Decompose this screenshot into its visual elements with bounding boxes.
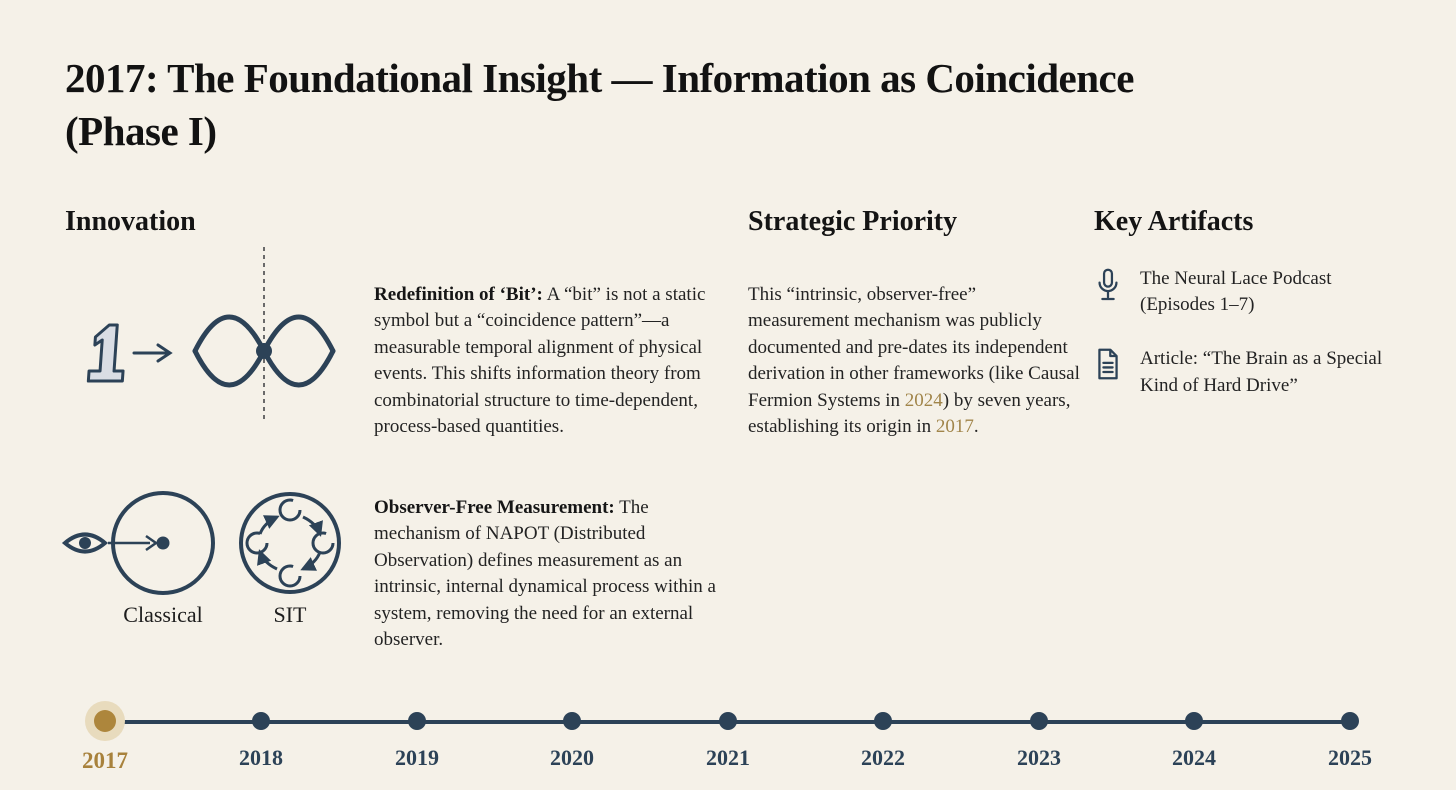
strategic-priority-heading: Strategic Priority bbox=[748, 206, 958, 237]
timeline-label-2019: 2019 bbox=[395, 745, 439, 770]
timeline-label-2018: 2018 bbox=[239, 745, 283, 770]
timeline-label-2024: 2024 bbox=[1172, 745, 1216, 770]
numeral-one-icon bbox=[86, 323, 125, 383]
timeline-year-2023[interactable]: 2023 bbox=[1017, 712, 1061, 771]
classical-label: Classical bbox=[123, 602, 202, 627]
timeline-dot-2019 bbox=[408, 712, 426, 730]
timeline-label-2021: 2021 bbox=[706, 745, 750, 770]
timeline-dot-2025 bbox=[1341, 712, 1359, 730]
microphone-icon bbox=[1094, 268, 1122, 309]
page-title: 2017: The Foundational Insight — Informa… bbox=[65, 55, 1134, 155]
observer-free-measurement-text: Observer-Free Measurement: The mechanism… bbox=[374, 495, 730, 653]
timeline-year-2022[interactable]: 2022 bbox=[861, 712, 905, 771]
key-artifacts-heading: Key Artifacts bbox=[1094, 206, 1254, 237]
redefinition-of-bit-text: Redefinition of ‘Bit’: A “bit” is not a … bbox=[374, 282, 730, 440]
artifact-article-label: Article: “The Brain as a Special Kind of… bbox=[1140, 348, 1383, 396]
timeline-year-2019[interactable]: 2019 bbox=[395, 712, 439, 771]
document-icon bbox=[1094, 348, 1122, 385]
timeline-dot-2022 bbox=[874, 712, 892, 730]
classical-vs-sit-diagram: Classical SIT bbox=[60, 488, 360, 634]
redefinition-of-bit-body: A “bit” is not a static symbol but a “co… bbox=[374, 284, 706, 438]
artifact-podcast-label: The Neural Lace Podcast (Episodes 1–7) bbox=[1140, 268, 1332, 316]
timeline-year-2018[interactable]: 2018 bbox=[239, 712, 283, 771]
year-2024-highlight: 2024 bbox=[904, 389, 943, 411]
timeline-label-2023: 2023 bbox=[1017, 745, 1061, 770]
timeline-year-2017[interactable]: 2017 bbox=[82, 710, 128, 774]
artifact-article: Article: “The Brain as a Special Kind of… bbox=[1094, 346, 1410, 398]
strategic-priority-text: This “intrinsic, observer-free” measurem… bbox=[748, 282, 1080, 440]
eye-icon bbox=[61, 532, 109, 554]
observer-free-measurement-lead: Observer-Free Measurement: bbox=[374, 497, 615, 518]
timeline-dot-2018 bbox=[252, 712, 270, 730]
timeline-dot-2017 bbox=[94, 710, 116, 732]
timeline-year-2020[interactable]: 2020 bbox=[550, 712, 594, 771]
strategic-priority-body-2: ) by seven years, establishing its origi… bbox=[748, 389, 1071, 438]
timeline-year-2024[interactable]: 2024 bbox=[1172, 712, 1216, 771]
key-artifacts-list: The Neural Lace Podcast (Episodes 1–7) A… bbox=[1094, 266, 1410, 427]
one-to-coincidence-pattern-diagram bbox=[60, 243, 350, 425]
innovation-heading: Innovation bbox=[65, 206, 196, 237]
timeline-year-2025[interactable]: 2025 bbox=[1328, 712, 1372, 771]
timeline-label-2020: 2020 bbox=[550, 745, 594, 770]
coincidence-waves-icon bbox=[192, 247, 336, 421]
right-arrow-icon bbox=[132, 343, 173, 363]
timeline-year-2021[interactable]: 2021 bbox=[706, 712, 750, 771]
timeline-label-2017: 2017 bbox=[82, 748, 128, 773]
timeline-dot-2020 bbox=[563, 712, 581, 730]
strategic-priority-body-3: . bbox=[973, 416, 979, 438]
sit-distributed-observation-icon bbox=[239, 492, 341, 594]
redefinition-of-bit-lead: Redefinition of ‘Bit’: bbox=[374, 284, 543, 305]
timeline-dot-2023 bbox=[1030, 712, 1048, 730]
timeline-dot-2024 bbox=[1185, 712, 1203, 730]
observer-free-measurement-body: The mechanism of NAPOT (Distributed Obse… bbox=[374, 497, 716, 651]
sit-label: SIT bbox=[274, 602, 308, 627]
timeline-dot-2021 bbox=[719, 712, 737, 730]
year-2017-highlight: 2017 bbox=[935, 416, 974, 438]
strategic-priority-body-1: This “intrinsic, observer-free” measurem… bbox=[748, 284, 1080, 411]
timeline-label-2022: 2022 bbox=[861, 745, 905, 770]
timeline-label-2025: 2025 bbox=[1328, 745, 1372, 770]
artifact-podcast: The Neural Lace Podcast (Episodes 1–7) bbox=[1094, 266, 1410, 318]
classical-observer-icon bbox=[108, 491, 215, 595]
